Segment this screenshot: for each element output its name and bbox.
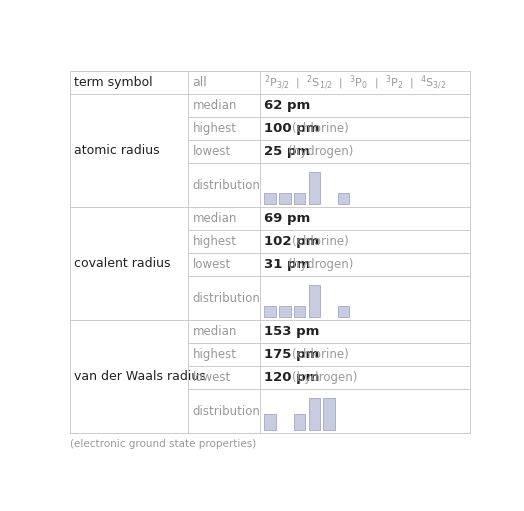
Text: (chlorine): (chlorine) (292, 235, 349, 248)
Bar (309, 285, 320, 317)
Bar (294, 193, 305, 204)
Text: distribution: distribution (192, 405, 260, 417)
Text: (hydrogen): (hydrogen) (288, 145, 353, 158)
Text: 175 pm: 175 pm (265, 348, 320, 361)
Text: median: median (192, 325, 237, 338)
Text: atomic radius: atomic radius (74, 144, 160, 157)
Bar (279, 193, 291, 204)
Bar (294, 306, 305, 317)
Text: van der Waals radius: van der Waals radius (74, 370, 206, 383)
Bar (309, 172, 320, 204)
Text: highest: highest (192, 122, 236, 135)
Text: lowest: lowest (192, 145, 231, 158)
Text: (electronic ground state properties): (electronic ground state properties) (70, 439, 256, 449)
Text: 102 pm: 102 pm (265, 235, 320, 248)
Text: $^2\mathrm{P}_{3/2}$  |  $^2\mathrm{S}_{1/2}$  |  $^3\mathrm{P}_0$  |  $^3\mathr: $^2\mathrm{P}_{3/2}$ | $^2\mathrm{S}_{1/… (265, 74, 446, 92)
Text: highest: highest (192, 235, 236, 248)
Text: distribution: distribution (192, 292, 260, 305)
Bar (279, 306, 291, 317)
Text: (hydrogen): (hydrogen) (288, 259, 353, 271)
Text: (hydrogen): (hydrogen) (292, 371, 358, 384)
Text: covalent radius: covalent radius (74, 257, 171, 270)
Text: 31 pm: 31 pm (265, 259, 311, 271)
Bar (265, 414, 276, 430)
Text: median: median (192, 99, 237, 112)
Text: 100 pm: 100 pm (265, 122, 320, 135)
Text: median: median (192, 212, 237, 225)
Text: term symbol: term symbol (74, 76, 153, 89)
Text: (chlorine): (chlorine) (292, 348, 349, 361)
Bar (338, 306, 350, 317)
Text: lowest: lowest (192, 371, 231, 384)
Text: 62 pm: 62 pm (265, 99, 311, 112)
Bar (294, 414, 305, 430)
Text: 120 pm: 120 pm (265, 371, 320, 384)
Text: distribution: distribution (192, 179, 260, 192)
Bar (338, 193, 350, 204)
Text: (chlorine): (chlorine) (292, 122, 349, 135)
Text: lowest: lowest (192, 259, 231, 271)
Bar (265, 193, 276, 204)
Bar (323, 398, 335, 430)
Text: all: all (192, 76, 207, 89)
Text: 25 pm: 25 pm (265, 145, 311, 158)
Text: highest: highest (192, 348, 236, 361)
Text: 69 pm: 69 pm (265, 212, 311, 225)
Bar (265, 306, 276, 317)
Bar (309, 398, 320, 430)
Text: 153 pm: 153 pm (265, 325, 320, 338)
